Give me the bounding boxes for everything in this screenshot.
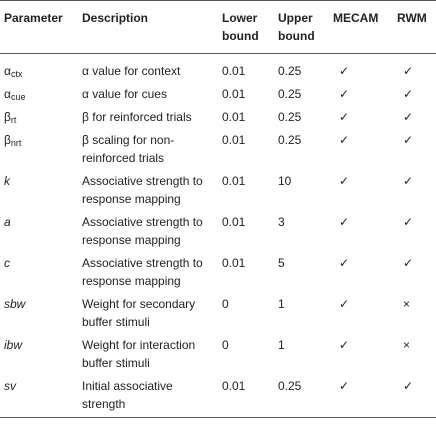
parameter-cell: αctx xyxy=(0,54,78,85)
upper-bound-cell: 0.25 xyxy=(278,87,302,101)
parameter-symbol: k xyxy=(4,174,10,188)
rwm-cell: ✓ xyxy=(403,174,414,188)
rwm-cell: ✓ xyxy=(403,64,414,78)
table-row: sbw Weight for secondary buffer stimuli 0 1… xyxy=(0,294,436,335)
upper-bound-cell: 0.25 xyxy=(278,64,302,78)
parameter-symbol: sv xyxy=(4,379,16,393)
parameter-table: Parameter Description Lower bound Upper bou… xyxy=(0,0,436,418)
table-row: k Associative strength to response mappin… xyxy=(0,171,436,212)
description-cell: α value for context xyxy=(82,64,181,78)
mecam-cell: ✓ xyxy=(329,376,393,418)
upper-bound-cell: 10 xyxy=(278,174,292,188)
lower-bound-cell: 0 xyxy=(222,297,229,311)
mecam-cell: ✓ xyxy=(339,338,350,352)
mecam-cell: ✓ xyxy=(339,297,350,311)
table-row: βrt β for reinforced trials 0.01 0.25 ✓ ✓ xyxy=(0,107,436,130)
lower-bound-cell: 0.01 xyxy=(222,133,246,147)
lower-bound-cell: 0.01 xyxy=(222,87,246,101)
mecam-cell: ✓ xyxy=(339,133,350,147)
table-body: αctx α value for context 0.01 0.25 ✓ ✓ αcue α v… xyxy=(0,54,436,418)
rwm-cell: ✓ xyxy=(403,256,414,270)
upper-bound-cell: 1 xyxy=(278,338,285,352)
rwm-cell: ✓ xyxy=(403,215,414,229)
header-row: Parameter Description Lower bound Upper bou… xyxy=(0,0,436,54)
lower-bound-cell: 0.01 xyxy=(222,64,246,78)
mecam-cell: ✓ xyxy=(339,87,350,101)
parameter-cell: a xyxy=(0,212,78,253)
parameter-cell: k xyxy=(0,171,78,212)
column-header: Upper bound xyxy=(274,0,329,54)
description-cell: Weight for secondary buffer stimuli xyxy=(82,297,196,329)
parameter-symbol: β xyxy=(4,110,11,124)
description-cell: Initial associative strength xyxy=(78,376,218,418)
mecam-cell: ✓ xyxy=(339,256,350,270)
parameter-cell: ibw xyxy=(0,335,78,376)
description-cell: Associative strength to response mapping xyxy=(82,215,203,247)
parameter-symbol: c xyxy=(4,256,10,270)
parameter-symbol: β xyxy=(4,133,11,147)
column-header: Lower bound xyxy=(218,0,274,54)
description-cell: Associative strength to response mapping xyxy=(82,256,203,288)
parameter-subscript: cue xyxy=(10,92,26,102)
description-cell: Associative strength to response mapping xyxy=(82,174,203,206)
parameter-symbol: α xyxy=(4,64,11,78)
upper-bound-cell: 1 xyxy=(278,297,285,311)
mecam-cell: ✓ xyxy=(339,64,350,78)
rwm-cell: × xyxy=(403,338,411,352)
parameter-subscript: ctx xyxy=(10,69,23,79)
column-header: Parameter xyxy=(0,0,78,54)
parameter-symbol: ibw xyxy=(4,338,23,352)
table-row: αcue α value for cues 0.01 0.25 ✓ ✓ xyxy=(0,84,436,107)
description-cell: β scaling for non-reinforced trials xyxy=(82,133,175,165)
mecam-cell: ✓ xyxy=(339,110,350,124)
mecam-cell: ✓ xyxy=(339,215,350,229)
table-row: βnrt β scaling for non-reinforced trials 0… xyxy=(0,130,436,171)
lower-bound-cell: 0.01 xyxy=(222,215,246,229)
parameter-cell: sv xyxy=(0,376,78,418)
description-cell: β for reinforced trials xyxy=(82,110,192,124)
rwm-cell: ✓ xyxy=(403,87,414,101)
parameter-cell: αcue xyxy=(0,84,78,107)
table-row: αctx α value for context 0.01 0.25 ✓ ✓ xyxy=(0,54,436,85)
column-header: RWM xyxy=(393,0,436,54)
lower-bound-cell: 0.01 xyxy=(222,256,246,270)
column-header: MECAM xyxy=(329,0,393,54)
mecam-cell: ✓ xyxy=(339,174,350,188)
description-cell: α value for cues xyxy=(82,87,167,101)
parameter-cell: βrt xyxy=(0,107,78,130)
description-cell: Weight for interaction buffer stimuli xyxy=(82,338,196,370)
parameter-subscript: rt xyxy=(10,115,17,125)
parameter-symbol: a xyxy=(4,215,11,229)
rwm-cell: ✓ xyxy=(393,376,436,418)
parameter-cell: sbw xyxy=(0,294,78,335)
rwm-cell: ✓ xyxy=(403,133,414,147)
table-row: c Associative strength to response mappin… xyxy=(0,253,436,294)
upper-bound-cell: 5 xyxy=(278,256,285,270)
column-header: Description xyxy=(78,0,218,54)
parameter-symbol: sbw xyxy=(4,297,26,311)
rwm-cell: ✓ xyxy=(403,110,414,124)
lower-bound-cell: 0.01 xyxy=(222,174,246,188)
upper-bound-cell: 0.25 xyxy=(274,376,329,418)
upper-bound-cell: 3 xyxy=(278,215,285,229)
table-row: ibw Weight for interaction buffer stimuli… xyxy=(0,335,436,376)
table-row: sv Initial associative strength 0.01 0.25 ✓ ✓ xyxy=(0,376,436,418)
parameter-cell: βnrt xyxy=(0,130,78,171)
rwm-cell: × xyxy=(403,297,411,311)
parameter-symbol: α xyxy=(4,87,11,101)
parameter-cell: c xyxy=(0,253,78,294)
upper-bound-cell: 0.25 xyxy=(278,110,302,124)
lower-bound-cell: 0.01 xyxy=(222,110,246,124)
lower-bound-cell: 0.01 xyxy=(218,376,274,418)
table-row: a Associative strength to response mappin… xyxy=(0,212,436,253)
upper-bound-cell: 0.25 xyxy=(278,133,302,147)
parameter-subscript: nrt xyxy=(10,138,22,148)
lower-bound-cell: 0 xyxy=(222,338,229,352)
